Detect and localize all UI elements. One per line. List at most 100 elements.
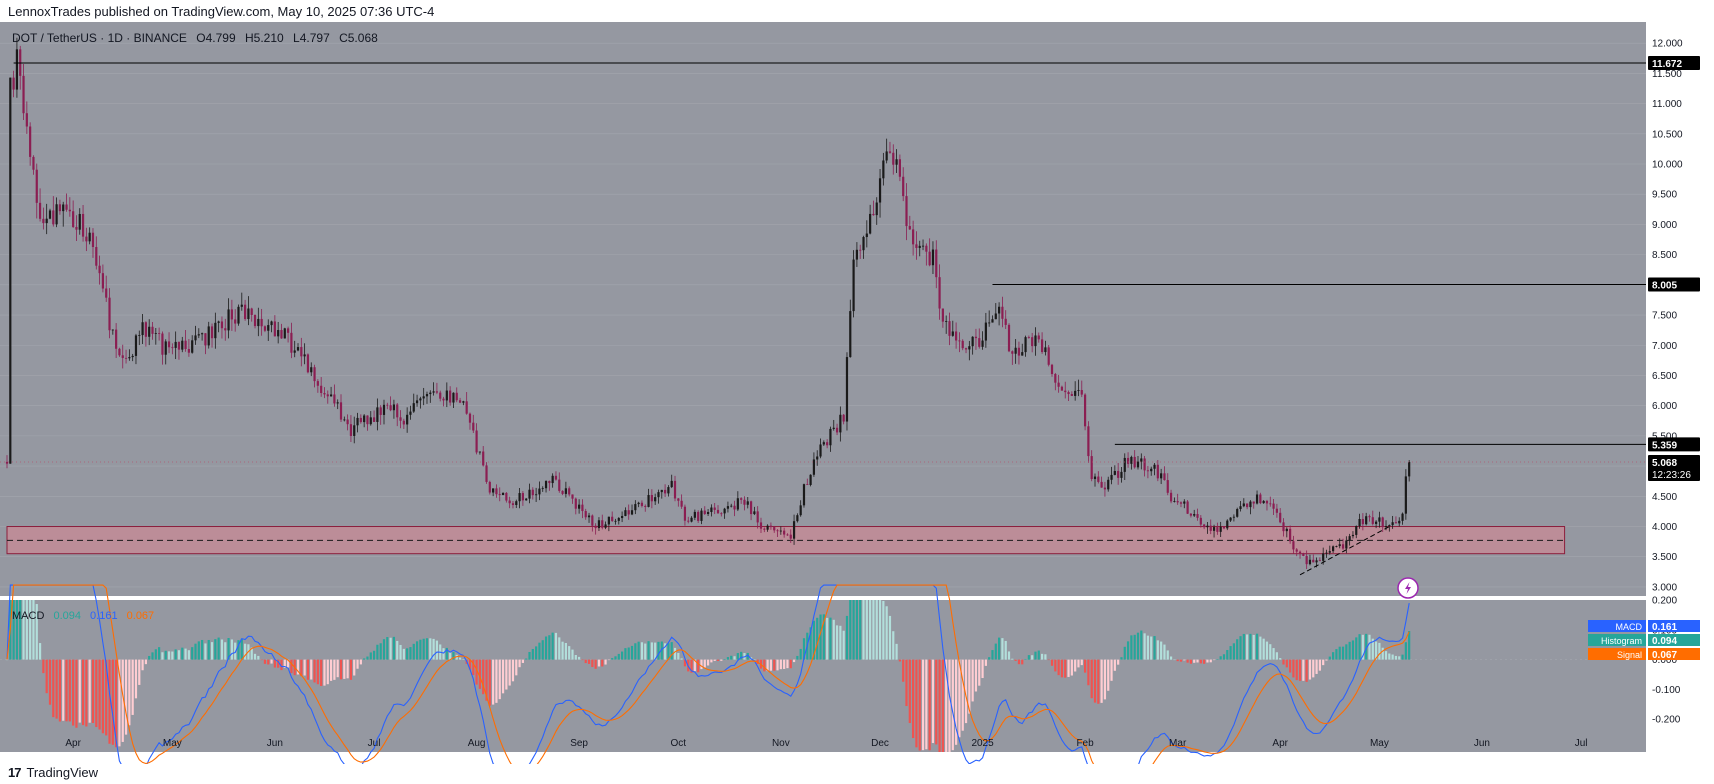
candle	[796, 513, 799, 523]
candle	[1001, 296, 1004, 328]
candle	[65, 193, 68, 212]
candle-body	[280, 330, 283, 339]
histogram-bar	[144, 659, 147, 665]
candle	[124, 349, 128, 364]
price-pane[interactable]	[0, 22, 1646, 596]
candle	[1189, 512, 1193, 518]
histogram-bar	[392, 636, 396, 660]
alert-button[interactable]	[1397, 577, 1419, 599]
candle	[835, 423, 839, 436]
candle	[769, 522, 773, 530]
candle-body	[339, 402, 343, 420]
candle-body	[720, 513, 723, 515]
candle	[98, 255, 101, 285]
candle	[1173, 497, 1176, 503]
histogram-bar	[571, 649, 574, 660]
candle	[759, 517, 763, 533]
candle	[541, 486, 544, 492]
histogram-bar	[1064, 659, 1067, 678]
candle	[1341, 538, 1345, 550]
histogram-bar	[948, 659, 951, 752]
candle-body	[1044, 347, 1047, 353]
candle-body	[878, 178, 882, 203]
candle	[773, 525, 776, 533]
candle-body	[581, 504, 584, 512]
macd-tag: MACD 0.161	[1588, 620, 1700, 633]
histogram-bar	[1123, 646, 1126, 660]
histogram-bar	[822, 614, 825, 660]
candle-body	[822, 442, 825, 445]
candle	[673, 475, 677, 502]
histogram-bar	[1269, 644, 1272, 660]
time-axis[interactable]	[0, 752, 1714, 764]
candle	[224, 318, 227, 341]
candle	[1209, 519, 1212, 535]
candle-body	[1252, 501, 1255, 504]
signal-line	[6, 584, 1410, 764]
candle-body	[657, 492, 660, 498]
candle-body	[101, 273, 105, 289]
histogram-bar	[435, 640, 439, 660]
histogram-bar	[303, 659, 306, 676]
candle	[1024, 335, 1027, 357]
histogram-bar	[72, 659, 75, 726]
histogram-bar	[1365, 633, 1368, 660]
candle	[1140, 453, 1143, 470]
histogram-bar	[389, 637, 392, 660]
candle-body	[535, 494, 538, 496]
candle-body	[1226, 520, 1229, 529]
histogram-bar	[541, 640, 544, 660]
histogram-bar	[1050, 659, 1054, 666]
histogram-bar	[1285, 659, 1288, 668]
candle	[68, 197, 71, 217]
candle	[1117, 462, 1120, 485]
candle	[1186, 500, 1189, 515]
histogram-bar	[29, 600, 32, 660]
candle	[1097, 471, 1100, 484]
histogram-bar	[1255, 633, 1259, 660]
histogram-bar	[1206, 659, 1209, 663]
candle	[359, 414, 362, 424]
candle-body	[366, 415, 369, 425]
candle-body	[402, 420, 405, 425]
candle-body	[1355, 526, 1358, 535]
candle	[826, 439, 829, 449]
price-tick-label: 6.500	[1652, 371, 1677, 382]
histogram-bar	[498, 659, 501, 700]
macd-tag-bg	[1648, 620, 1700, 632]
histogram-bar	[799, 648, 802, 660]
level-tag-bg	[1648, 55, 1700, 70]
histogram-bar	[267, 659, 270, 665]
histogram-bar	[300, 659, 303, 677]
candle-body	[485, 465, 488, 482]
candle-body	[442, 398, 445, 401]
histogram-bar	[1031, 655, 1034, 660]
histogram-bar	[578, 656, 581, 660]
histogram-bar	[240, 638, 243, 660]
candle	[1007, 323, 1011, 353]
candle	[888, 141, 892, 154]
candle-body	[670, 480, 673, 488]
candle-body	[964, 348, 968, 350]
candle-body	[1229, 517, 1232, 521]
candle-body	[158, 333, 161, 334]
candle-body	[740, 498, 743, 500]
candle-body	[925, 245, 928, 252]
histogram-bar	[1093, 659, 1097, 703]
histogram-bar	[88, 659, 91, 723]
candle	[1236, 507, 1239, 518]
chart-canvas[interactable]: 12.000 11.500 11.000 10.500 10.000 9.500 9.000…	[0, 0, 1714, 764]
candle-body	[62, 204, 65, 212]
histogram-bar	[339, 659, 343, 680]
candle-body	[568, 488, 571, 495]
candle	[1031, 332, 1034, 353]
candle-body	[766, 525, 769, 530]
candle-body	[667, 487, 670, 494]
candle-body	[680, 500, 683, 507]
candle-body	[1203, 524, 1206, 528]
candle	[1034, 327, 1037, 356]
candle	[829, 426, 832, 452]
histogram-bar	[257, 655, 260, 660]
symbol-legend: DOT / TetherUS · 1D · BINANCE O4.799 H5.…	[12, 31, 378, 45]
candle	[528, 483, 531, 504]
